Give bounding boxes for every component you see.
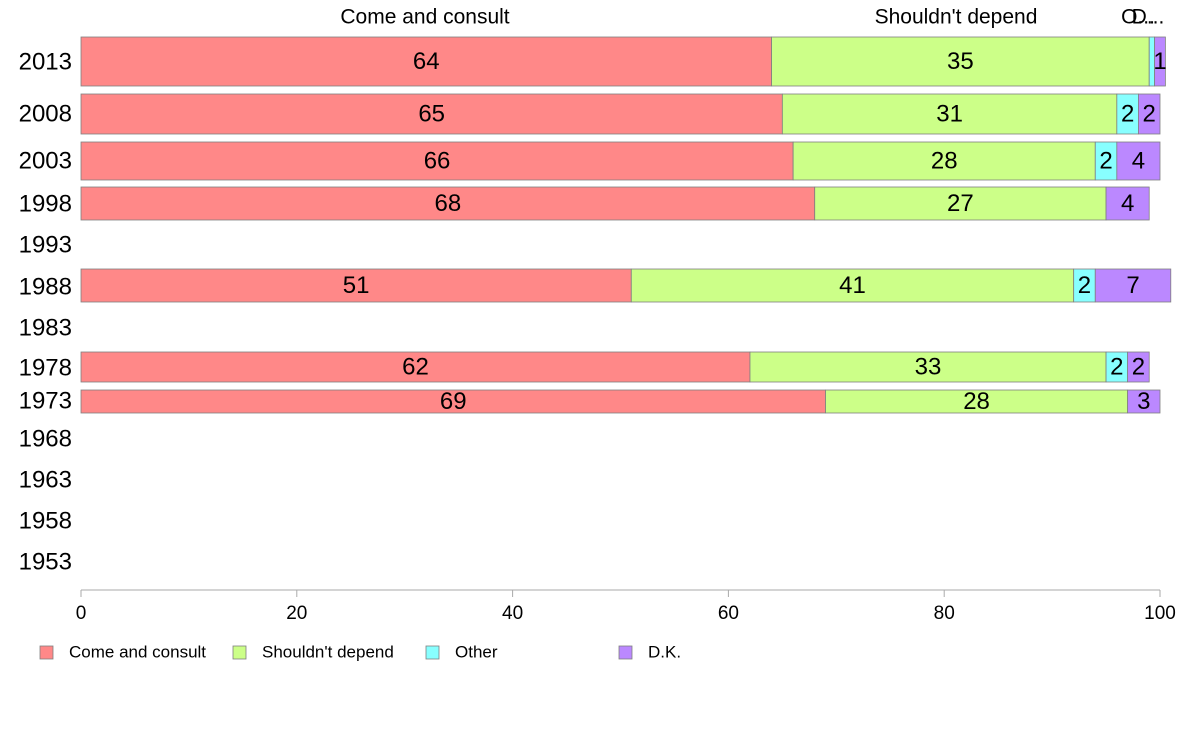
legend-swatch-1 [232, 645, 247, 660]
x-axis: 0 20 40 60 80 100 [76, 589, 1176, 624]
bar-segment-1988-3 [1094, 268, 1172, 303]
x-tick-label-80: 80 [934, 603, 955, 624]
data-label-2003-3: 4 [1132, 147, 1145, 174]
x-tick-label-40: 40 [502, 603, 523, 624]
bar-segment-2003-1 [792, 141, 1096, 181]
legend-swatch-2 [425, 645, 440, 660]
y-axis-labels: 2013 2008 2003 1998 1993 1988 1983 1978 1973 1968… [19, 48, 72, 575]
top-label-0: Come and consult [340, 6, 509, 29]
y-label-1953: 1953 [19, 548, 72, 575]
data-label-2003-1: 28 [931, 147, 958, 174]
x-tick-label-60: 60 [718, 603, 739, 624]
data-label-1998-3: 4 [1121, 190, 1134, 217]
data-label-1973-1: 28 [963, 388, 990, 415]
bar-segment-2013-3 [1154, 36, 1166, 87]
bar-segment-1978-1 [749, 351, 1107, 383]
y-label-1963: 1963 [19, 466, 72, 493]
data-label-2008-1: 31 [936, 100, 963, 127]
y-label-2008: 2008 [19, 100, 72, 127]
data-label-1988-1: 41 [839, 272, 866, 299]
bar-segment-2013-0 [80, 36, 772, 87]
legend-swatch-0 [39, 645, 54, 660]
data-label-1978-0: 62 [402, 353, 429, 380]
data-label-1978-2: 2 [1110, 353, 1123, 380]
x-tick-label-100: 100 [1144, 603, 1176, 624]
data-label-1988-3: 7 [1126, 272, 1139, 299]
y-label-1988: 1988 [19, 273, 72, 300]
y-label-2003: 2003 [19, 147, 72, 174]
data-label-1988-2: 2 [1078, 272, 1091, 299]
x-tick-label-20: 20 [286, 603, 307, 624]
top-label-1: Shouldn't depend [875, 6, 1038, 29]
bar-segment-1978-3 [1127, 351, 1150, 383]
bar-segment-2003-0 [80, 141, 794, 181]
y-label-1973: 1973 [19, 387, 72, 414]
y-label-1993: 1993 [19, 231, 72, 258]
data-label-1978-3: 2 [1132, 353, 1145, 380]
x-tick-label-0: 0 [76, 603, 87, 624]
data-label-2003-2: 2 [1099, 147, 1112, 174]
bar-segment-2008-0 [80, 93, 783, 135]
legend-label-1: Shouldn't depend [262, 642, 394, 661]
top-series-labels: Come and consult Shouldn't depend O...D... [340, 6, 1164, 29]
y-label-1978: 1978 [19, 354, 72, 381]
data-label-2008-3: 2 [1143, 100, 1156, 127]
y-label-1958: 1958 [19, 507, 72, 534]
data-label-2008-0: 65 [418, 100, 445, 127]
bar-segment-2008-3 [1138, 93, 1161, 135]
bar-segment-2008-1 [781, 93, 1118, 135]
y-label-1998: 1998 [19, 190, 72, 217]
top-label-3: D... [1132, 6, 1165, 29]
bar-segment-1998-3 [1105, 186, 1150, 221]
legend-label-0: Come and consult [69, 642, 206, 661]
bars-layer: 64 35 165 31 2 266 28 2 468 27 451 41 2 762 33 2 269 28 3 [80, 36, 1172, 415]
bar-segment-1988-1 [630, 268, 1075, 303]
data-label-1973-3: 3 [1137, 388, 1150, 415]
y-label-1983: 1983 [19, 314, 72, 341]
legend-swatch-3 [618, 645, 633, 660]
data-label-1988-0: 51 [343, 272, 370, 299]
data-label-2013-3: 1 [1153, 48, 1166, 75]
data-label-1973-0: 69 [440, 388, 467, 415]
bar-segment-1978-0 [80, 351, 751, 383]
bar-segment-1988-0 [80, 268, 632, 303]
data-label-1998-0: 68 [435, 190, 462, 217]
bar-segment-2013-1 [771, 36, 1150, 87]
legend-label-2: Other [455, 642, 498, 661]
legend-label-3: D.K. [648, 642, 681, 661]
y-label-2013: 2013 [19, 48, 72, 75]
data-label-2013-0: 64 [413, 48, 440, 75]
top-label-2: O... [1121, 6, 1155, 29]
data-label-2008-2: 2 [1121, 100, 1134, 127]
data-label-2013-1: 35 [947, 48, 974, 75]
data-label-2003-0: 66 [424, 147, 451, 174]
bar-segment-1998-0 [80, 186, 816, 221]
legend: Come and consult Shouldn't depend Other D.K… [39, 642, 681, 661]
bar-segment-1973-3 [1127, 389, 1161, 414]
y-label-1968: 1968 [19, 425, 72, 452]
bar-segment-2003-3 [1116, 141, 1161, 181]
data-label-1978-1: 33 [915, 353, 942, 380]
data-label-1998-1: 27 [947, 190, 974, 217]
